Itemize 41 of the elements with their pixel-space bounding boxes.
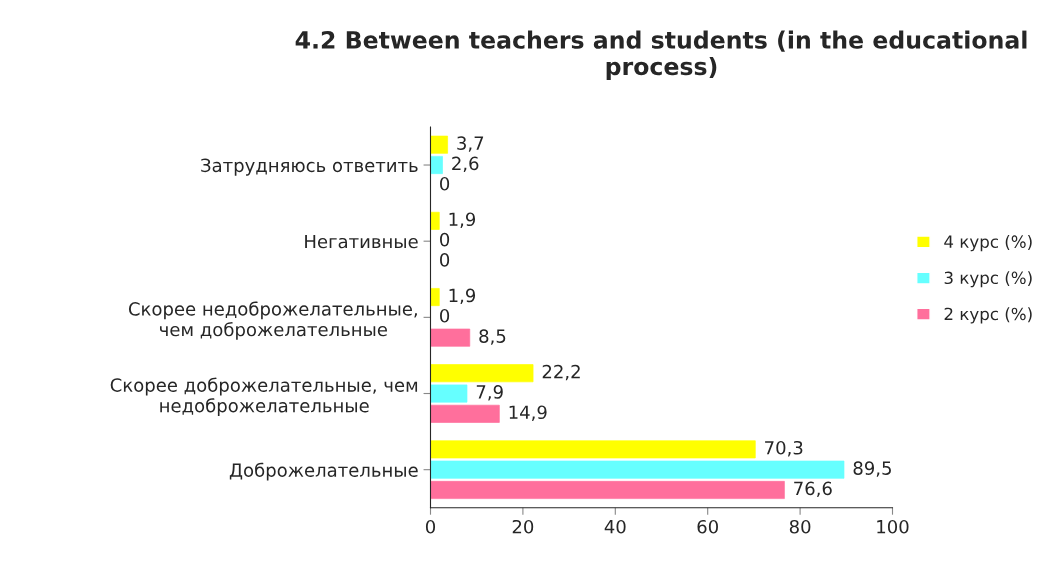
data-label: 14,9 (509, 405, 547, 421)
data-label: 8,5 (479, 329, 506, 345)
bar (430, 404, 500, 423)
bar (430, 211, 440, 230)
y-tick-label: Доброжелательные (229, 462, 418, 481)
bar (430, 135, 448, 154)
y-tick-label: Затрудняюсь ответить (201, 158, 418, 176)
y-tick-label: Скорее недоброжелательные, чем доброжелательные (128, 301, 417, 340)
bar (430, 384, 468, 403)
x-tick-label: 60 (697, 519, 718, 534)
x-tick-label: 40 (604, 519, 626, 534)
bar (430, 288, 440, 307)
y-tick-label: Скорее доброжелательные, чем недоброжелательные (110, 377, 418, 416)
bar (430, 440, 756, 459)
bar (430, 364, 534, 383)
bar (430, 156, 443, 174)
bar (430, 460, 845, 479)
data-label: 1,9 (449, 212, 476, 228)
data-label: 0 (440, 253, 450, 267)
bar (430, 481, 785, 499)
data-label: 7,9 (476, 385, 503, 401)
x-tick-label: 0 (425, 519, 436, 534)
data-label: 0 (440, 232, 450, 247)
y-tick-label: Негативные (305, 234, 418, 249)
data-label: 0 (440, 176, 450, 191)
legend-label: 2 курс (%) (944, 307, 1032, 324)
x-tick-label: 20 (512, 519, 534, 534)
data-label: 70,3 (765, 440, 803, 457)
bar (430, 328, 471, 347)
data-label: 2,6 (452, 156, 479, 173)
legend-label: 4 курс (%) (944, 235, 1032, 252)
data-label: 76,6 (794, 481, 832, 498)
x-tick-label: 80 (789, 519, 811, 534)
chart-title: 4.2 Between teachers and students (in the educational process) (295, 30, 1027, 80)
data-label: 0 (440, 308, 450, 323)
x-tick-label: 100 (877, 519, 909, 534)
data-label: 1,9 (449, 288, 476, 305)
legend-label: 3 курс (%) (944, 271, 1032, 288)
data-label: 89,5 (853, 461, 891, 477)
data-label: 3,7 (457, 136, 484, 152)
data-label: 22,2 (542, 364, 580, 381)
